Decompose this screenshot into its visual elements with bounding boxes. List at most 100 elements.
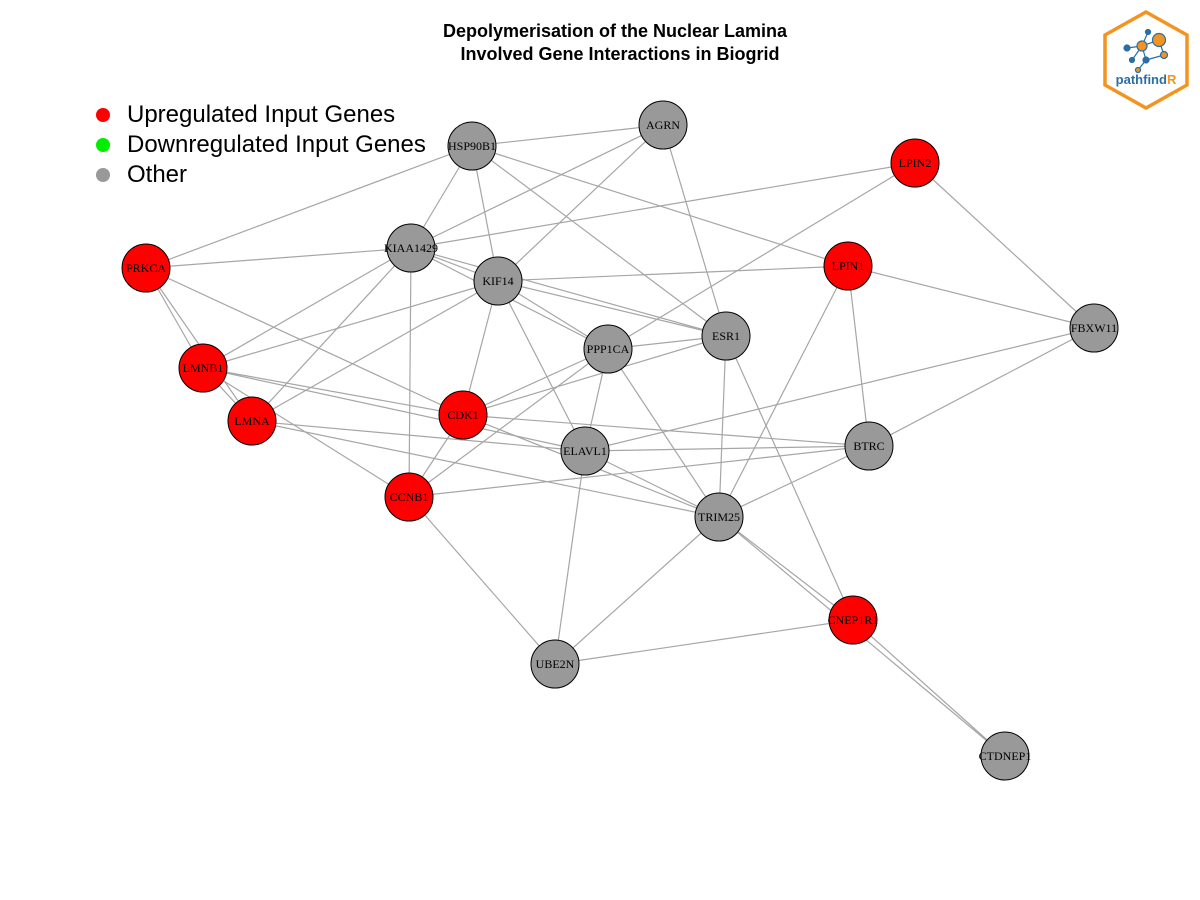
edge-cnep1r1-ctdnep1: [852, 619, 1006, 757]
node-btrc: BTRC: [844, 421, 894, 471]
node-label-cnep1r1: CNEP1R1: [828, 613, 879, 627]
edge-ppp1ca-trim25: [607, 348, 720, 518]
node-circle-lpin2: [890, 138, 940, 188]
edge-btrc-trim25: [718, 445, 870, 518]
edge-trim25-ube2n: [554, 516, 720, 665]
edge-lpin1-btrc: [847, 265, 870, 447]
edge-kiaa1429-ccnb1: [408, 247, 412, 498]
legend: Upregulated Input Genes Downregulated In…: [96, 100, 426, 190]
edge-elavl1-trim25: [584, 450, 720, 518]
edge-cdk1-btrc: [462, 414, 870, 447]
node-esr1: ESR1: [701, 311, 751, 361]
legend-dot-gray-icon: [96, 168, 110, 182]
node-circle-prkca: [121, 243, 171, 293]
node-label-hsp90b1: HSP90B1: [448, 139, 496, 153]
edge-esr1-trim25: [718, 335, 727, 518]
edge-kif14-lpin1: [497, 265, 849, 282]
node-circle-esr1: [701, 311, 751, 361]
pathfindr-logo: pathfindR: [1103, 10, 1189, 110]
legend-item-upregulated: Upregulated Input Genes: [96, 100, 426, 130]
node-kiaa1429: KIAA1429: [384, 223, 438, 273]
node-lpin2: LPIN2: [890, 138, 940, 188]
edge-kiaa1429-lmna: [251, 247, 412, 422]
edge-kif14-lmnb1: [202, 280, 499, 369]
edge-agrn-kif14: [497, 124, 664, 282]
node-label-ccnb1: CCNB1: [390, 490, 429, 504]
node-label-fbxw11: FBXW11: [1071, 321, 1117, 335]
edge-cnep1r1-ube2n: [554, 619, 854, 665]
legend-label-upregulated: Upregulated Input Genes: [127, 101, 396, 128]
edge-lmna-elavl1: [251, 420, 586, 452]
edge-hsp90b1-esr1: [471, 145, 727, 337]
node-label-ube2n: UBE2N: [536, 657, 575, 671]
node-label-lpin2: LPIN2: [899, 156, 932, 170]
node-label-agrn: AGRN: [646, 118, 680, 132]
node-circle-agrn: [638, 100, 688, 150]
edge-lpin1-trim25: [718, 265, 849, 518]
edge-agrn-kiaa1429: [410, 124, 664, 249]
node-cdk1: CDK1: [438, 390, 488, 440]
edge-fbxw11-btrc: [868, 327, 1095, 447]
edge-lmnb1-elavl1: [202, 367, 586, 452]
node-label-ctdnep1: CTDNEP1: [979, 749, 1032, 763]
legend-item-downregulated: Downregulated Input Genes: [96, 130, 426, 160]
node-label-trim25: TRIM25: [698, 510, 740, 524]
node-circle-lmnb1: [178, 343, 228, 393]
edge-lpin2-fbxw11: [914, 162, 1095, 329]
node-circle-elavl1: [560, 426, 610, 476]
edge-trim25-cnep1r1: [718, 516, 854, 621]
chart-title-line-1: Depolymerisation of the Nuclear Lamina: [442, 21, 788, 41]
edge-kif14-lmna: [251, 280, 499, 422]
edge-lpin2-kiaa1429: [410, 162, 916, 249]
edge-lmnb1-cdk1: [202, 367, 464, 416]
node-cnep1r1: CNEP1R1: [828, 595, 879, 645]
edge-lpin1-fbxw11: [847, 265, 1095, 329]
node-ppp1ca: PPP1CA: [583, 324, 633, 374]
edge-kiaa1429-prkca: [145, 247, 412, 269]
node-circle-lpin1: [823, 241, 873, 291]
chart-title-line-2: Involved Gene Interactions in Biogrid: [450, 44, 780, 64]
edge-kif14-esr1: [497, 280, 727, 337]
node-ube2n: UBE2N: [530, 639, 580, 689]
node-circle-ube2n: [530, 639, 580, 689]
node-kif14: KIF14: [473, 256, 523, 306]
logo-text-main: pathfind: [1116, 72, 1167, 87]
node-prkca: PRKCA: [121, 243, 171, 293]
node-label-kif14: KIF14: [482, 274, 513, 288]
node-circle-trim25: [694, 492, 744, 542]
network-edges: [145, 124, 1095, 757]
edge-btrc-ccnb1: [408, 445, 870, 498]
node-hsp90b1: HSP90B1: [447, 121, 497, 171]
edge-prkca-cdk1: [145, 267, 464, 416]
node-circle-btrc: [844, 421, 894, 471]
edge-ccnb1-ube2n: [408, 496, 556, 665]
network-nodes: AGRN HSP90B1 LPIN2 KIAA1429 PRKCA KIF14 LPIN1 F…: [121, 100, 1119, 781]
edge-esr1-cdk1: [462, 335, 727, 416]
node-lmnb1: LMNB1: [178, 343, 228, 393]
edge-lpin2-ppp1ca: [607, 162, 916, 350]
edge-agrn-hsp90b1: [471, 124, 664, 147]
node-elavl1: ELAVL1: [560, 426, 610, 476]
node-label-kiaa1429: KIAA1429: [384, 241, 438, 255]
node-trim25: TRIM25: [694, 492, 744, 542]
node-circle-cdk1: [438, 390, 488, 440]
legend-dot-red-icon: [96, 108, 110, 122]
node-circle-fbxw11: [1069, 303, 1119, 353]
node-circle-ctdnep1: [980, 731, 1030, 781]
node-label-prkca: PRKCA: [126, 261, 166, 275]
node-label-btrc: BTRC: [853, 439, 884, 453]
node-ctdnep1: CTDNEP1: [979, 731, 1032, 781]
edge-kiaa1429-lmnb1: [202, 247, 412, 369]
edge-esr1-cnep1r1: [725, 335, 854, 621]
legend-dot-green-icon: [96, 138, 110, 152]
logo-network-icon: [1123, 28, 1169, 74]
logo-text-accent: R: [1167, 72, 1177, 87]
node-circle-lmna: [227, 396, 277, 446]
logo-text: pathfindR: [1116, 72, 1177, 87]
edge-ppp1ca-cdk1: [462, 348, 609, 416]
node-label-ppp1ca: PPP1CA: [587, 342, 630, 356]
node-agrn: AGRN: [638, 100, 688, 150]
node-circle-kif14: [473, 256, 523, 306]
node-label-esr1: ESR1: [712, 329, 740, 343]
